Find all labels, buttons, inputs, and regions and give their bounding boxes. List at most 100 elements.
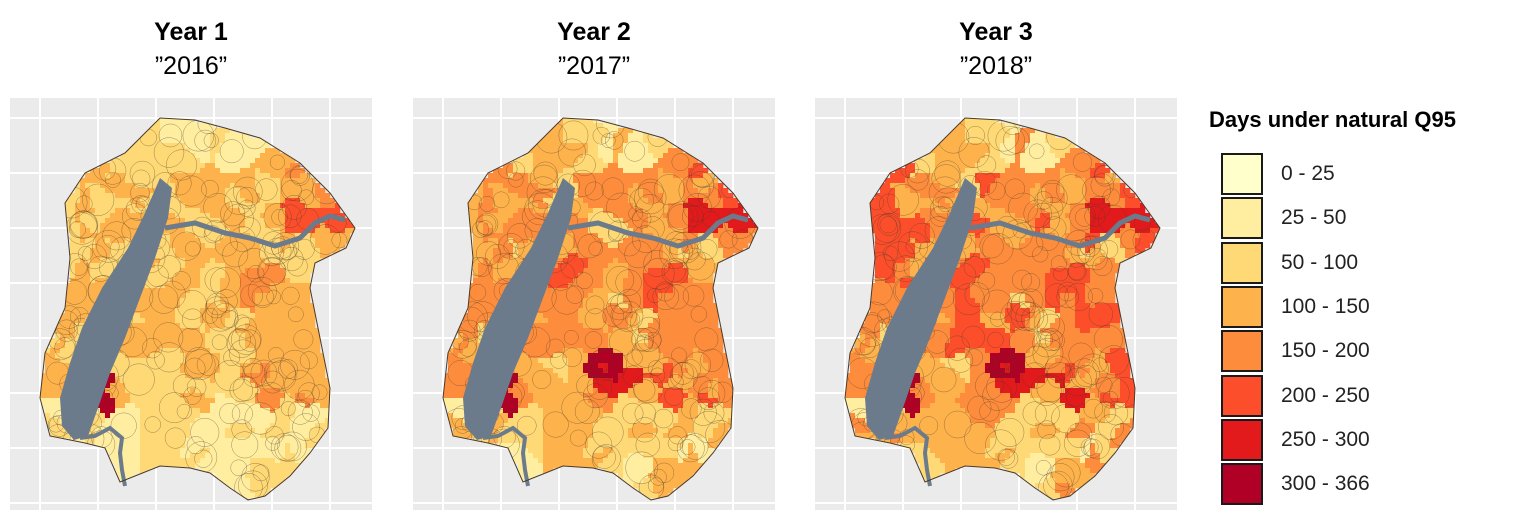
catchment-cell (165, 263, 171, 269)
catchment-cell (200, 293, 206, 299)
catchment-cell (225, 403, 231, 409)
catchment-cell (508, 238, 514, 244)
catchment-cell (130, 203, 136, 209)
catchment-cell (513, 178, 519, 184)
catchment-cell (100, 188, 106, 194)
catchment-cell (578, 138, 584, 144)
catchment-cell (235, 328, 241, 334)
catchment-cell (235, 488, 241, 494)
catchment-cell (100, 223, 106, 229)
catchment-cell (225, 383, 231, 389)
catchment-cell (618, 173, 624, 179)
catchment-cell (523, 188, 529, 194)
catchment-cell (50, 368, 56, 374)
catchment-cell (270, 223, 276, 229)
catchment-cell (125, 438, 131, 444)
catchment-cell (310, 308, 316, 314)
catchment-cell (195, 213, 201, 219)
catchment-cell (145, 463, 151, 469)
catchment-cell (190, 283, 196, 289)
catchment-cell (528, 223, 534, 229)
catchment-cell (613, 213, 619, 219)
catchment-cell (195, 288, 201, 294)
catchment-cell (270, 198, 276, 204)
catchment-cell (743, 243, 749, 249)
catchment-cell (708, 173, 714, 179)
catchment-cell (170, 198, 176, 204)
catchment-cell (280, 333, 286, 339)
catchment-cell (225, 143, 231, 149)
catchment-cell (165, 353, 171, 359)
catchment-cell (593, 208, 599, 214)
catchment-cell (125, 418, 131, 424)
catchment-cell (295, 218, 301, 224)
catchment-cell (330, 228, 336, 234)
catchment-cell (623, 158, 629, 164)
catchment-cell (265, 143, 271, 149)
catchment-cell (170, 173, 176, 179)
catchment-cell (315, 193, 321, 199)
catchment-cell (200, 203, 206, 209)
catchment-cell (603, 198, 609, 204)
catchment-cell (160, 343, 166, 349)
catchment-cell (100, 253, 106, 259)
catchment-cell (165, 433, 171, 439)
catchment-cell (593, 213, 599, 219)
catchment-cell (598, 143, 604, 149)
catchment-cell (693, 198, 699, 204)
catchment-cell (230, 243, 236, 249)
catchment-cell (85, 253, 91, 259)
catchment-cell (673, 228, 679, 234)
catchment-cell (100, 433, 106, 439)
catchment-cell (493, 223, 499, 229)
catchment-cell (588, 168, 594, 174)
catchment-cell (170, 188, 176, 194)
catchment-cell (588, 253, 594, 259)
catchment-cell (145, 293, 151, 299)
catchment-cell (583, 183, 589, 189)
catchment-cell (275, 418, 281, 424)
catchment-cell (305, 293, 311, 299)
catchment-cell (588, 118, 594, 124)
catchment-cell (305, 288, 311, 294)
catchment-cell (175, 248, 181, 254)
catchment-cell (145, 193, 151, 199)
catchment-cell (295, 443, 301, 449)
catchment-cell (310, 368, 316, 374)
catchment-cell (150, 373, 156, 379)
catchment-cell (593, 123, 599, 129)
catchment-cell (260, 213, 266, 219)
catchment-cell (175, 208, 181, 214)
catchment-cell (493, 183, 499, 189)
catchment-cell (115, 163, 121, 169)
catchment-cell (558, 128, 564, 134)
catchment-cell (160, 453, 166, 459)
catchment-cell (120, 428, 126, 434)
catchment-boundary (154, 342, 185, 373)
catchment-cell (285, 328, 291, 334)
catchment-cell (125, 343, 131, 349)
catchment-cell (180, 258, 186, 264)
catchment-cell (568, 138, 574, 144)
catchment-cell (250, 138, 256, 144)
catchment-cell (503, 173, 509, 179)
catchment-cell (270, 278, 276, 284)
catchment-cell (90, 198, 96, 204)
catchment-cell (100, 178, 106, 184)
catchment-boundary (310, 224, 341, 255)
catchment-cell (265, 288, 271, 294)
catchment-cell (280, 298, 286, 304)
catchment-cell (215, 313, 221, 319)
catchment-cell (728, 223, 734, 229)
catchment-cell (478, 183, 484, 189)
catchment-cell (80, 323, 86, 329)
catchment-cell (85, 208, 91, 214)
catchment-cell (130, 228, 136, 234)
catchment-cell (185, 448, 191, 454)
catchment-cell (180, 388, 186, 394)
catchment-cell (160, 138, 166, 144)
catchment-cell (205, 468, 211, 474)
catchment-cell (310, 358, 316, 364)
catchment-cell (598, 218, 604, 224)
catchment-cell (75, 283, 81, 289)
